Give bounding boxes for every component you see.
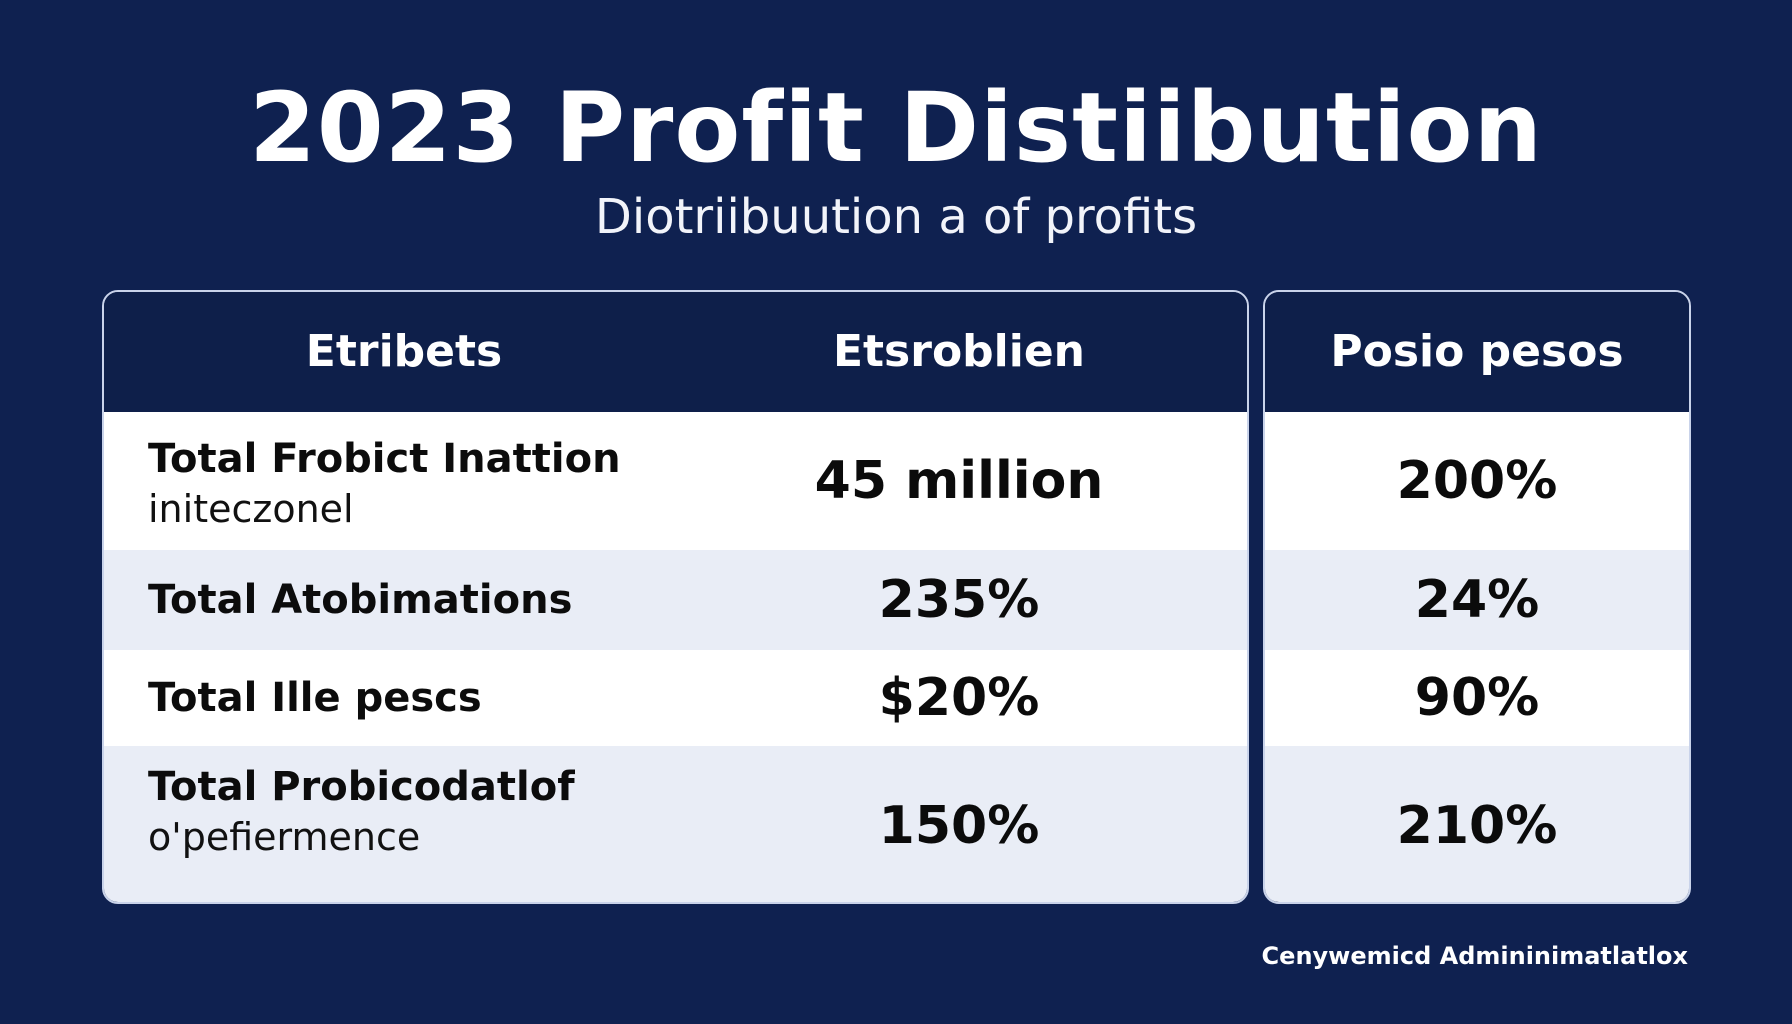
- row-pesos-value: 24%: [1414, 570, 1540, 630]
- row-sublabel: o'pefiermence: [148, 815, 421, 859]
- table-row: 90%: [1265, 650, 1689, 746]
- row-label: Total Frobict Inattion: [148, 436, 621, 482]
- column-header-etribets: Etribets: [305, 326, 503, 377]
- table-row: Total Frobict Inattion initeczonel 45 mi…: [104, 412, 1247, 550]
- row-label-cell: Total Ille pescs: [148, 673, 482, 723]
- row-value: 150%: [878, 796, 1040, 856]
- row-value: $20%: [878, 668, 1040, 728]
- row-label: Total Probicodatlof: [148, 764, 575, 810]
- main-table-panel: Etribets Etsroblien Total Frobict Inatti…: [102, 290, 1249, 904]
- main-table-header: Etribets Etsroblien: [104, 292, 1247, 412]
- row-pesos-value: 210%: [1396, 796, 1558, 856]
- chart-subtitle: Diotriibuution a of profits: [594, 189, 1198, 245]
- row-pesos-value: 90%: [1414, 668, 1540, 728]
- row-value: 235%: [878, 570, 1040, 630]
- table-row: 210%: [1265, 746, 1689, 902]
- row-label-cell: Total Probicodatlof o'pefiermence: [148, 762, 575, 862]
- column-header-etsroblien: Etsroblien: [832, 326, 1086, 377]
- row-sublabel: initeczonel: [148, 487, 354, 531]
- chart-title: 2023 Profit Distiibution: [249, 72, 1543, 184]
- row-value: 45 million: [814, 451, 1104, 511]
- table-row: Total Probicodatlof o'pefiermence 150%: [104, 746, 1247, 902]
- row-label-cell: Total Frobict Inattion initeczonel: [148, 434, 621, 534]
- footer-credit: Cenywemicd Admininimatlatlox: [1261, 942, 1688, 970]
- row-label-cell: Total Atobimations: [148, 575, 572, 625]
- side-table-panel: Posio pesos 200% 24% 90% 210%: [1263, 290, 1691, 904]
- side-table-header: Posio pesos: [1265, 292, 1689, 412]
- table-row: 24%: [1265, 550, 1689, 650]
- table-row: Total Atobimations 235%: [104, 550, 1247, 650]
- table-row: 200%: [1265, 412, 1689, 550]
- row-pesos-value: 200%: [1396, 451, 1558, 511]
- row-label: Total Ille pescs: [148, 675, 482, 721]
- column-header-posio-pesos: Posio pesos: [1330, 326, 1624, 377]
- table-row: Total Ille pescs $20%: [104, 650, 1247, 746]
- row-label: Total Atobimations: [148, 577, 573, 623]
